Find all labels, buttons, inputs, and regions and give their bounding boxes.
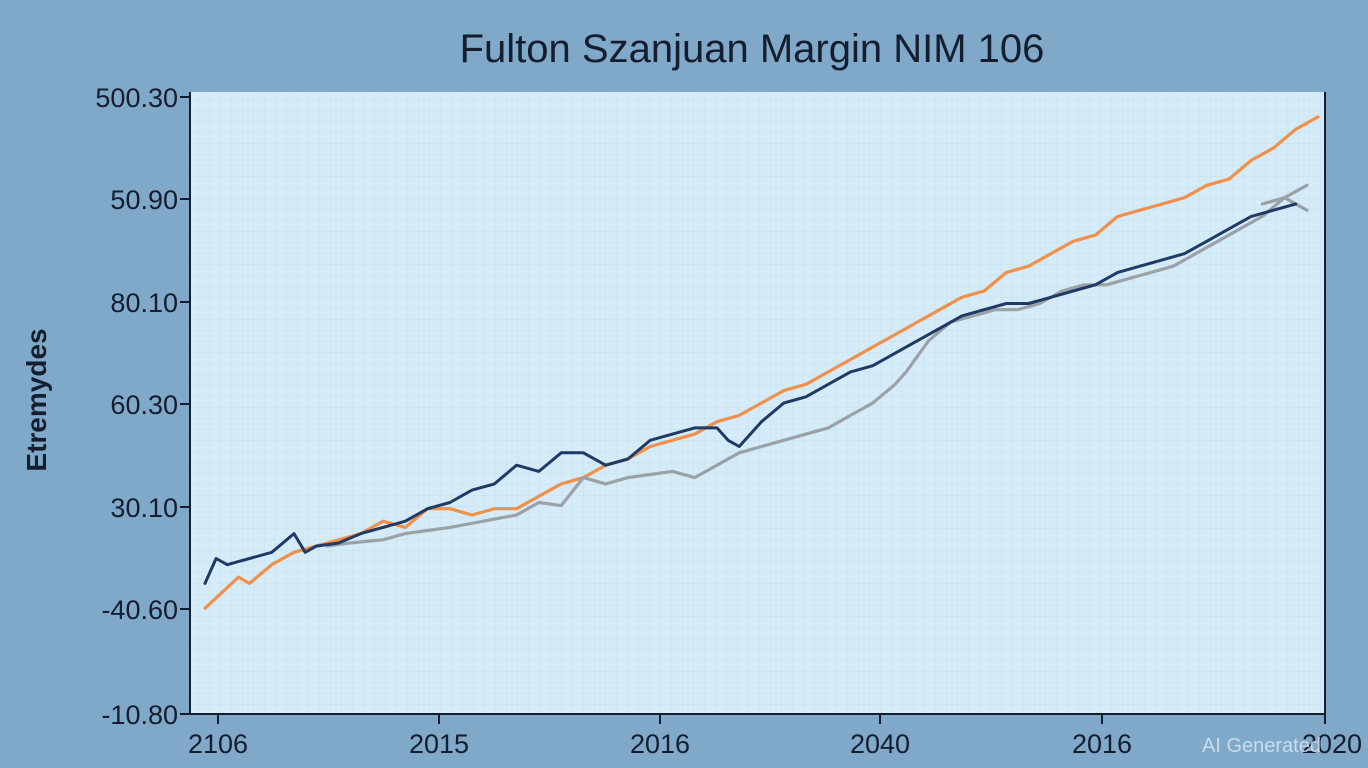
y-axis-label: Etremydes xyxy=(21,328,52,471)
y-tick-label: 30.10 xyxy=(110,493,178,523)
series-line xyxy=(325,183,1309,548)
y-tick-label: 500.30 xyxy=(95,83,178,113)
x-tick-label: 2106 xyxy=(188,729,248,759)
y-tick-label: 80.10 xyxy=(110,288,178,318)
watermark: AI Generated xyxy=(1202,735,1321,757)
y-tick-label: -10.80 xyxy=(101,700,178,730)
x-tick-label: 2016 xyxy=(1072,729,1132,759)
chart-title: Fulton Szanjuan Margin NIM 106 xyxy=(460,27,1045,71)
x-tick-label: 2015 xyxy=(409,729,469,759)
series-line xyxy=(203,202,1298,585)
y-tick-label: 50.90 xyxy=(110,185,178,215)
x-tick-label: 2020 xyxy=(1302,729,1362,759)
y-tick-label: -40.60 xyxy=(101,595,178,625)
x-ticks: 2106 2015 2016 2040 2016 2020 xyxy=(188,714,1362,759)
x-tick-label: 2040 xyxy=(850,729,910,759)
y-tick-label: 60.30 xyxy=(110,390,178,420)
plot-grid xyxy=(190,92,1325,714)
series-line xyxy=(1260,196,1309,212)
y-ticks: 500.30 50.90 80.10 60.30 30.10 -40.60 -10.80 xyxy=(95,83,190,730)
series-group xyxy=(203,115,1320,610)
x-tick-label: 2016 xyxy=(630,729,690,759)
series-line xyxy=(203,115,1320,610)
